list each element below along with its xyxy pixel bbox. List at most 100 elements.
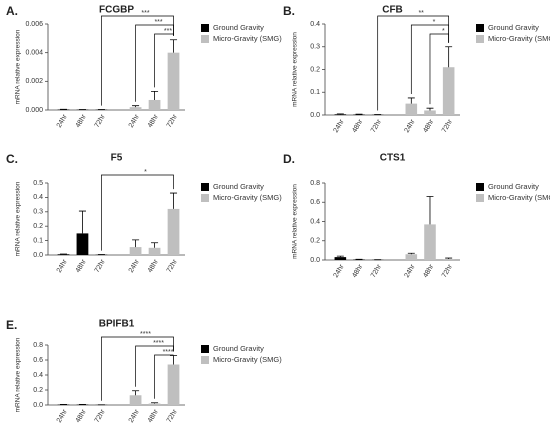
y-tick-label: 0.1 — [33, 237, 43, 244]
bar — [167, 208, 180, 255]
x-tick-label: 72hr — [94, 113, 107, 129]
legend-label: Ground Gravity — [488, 182, 539, 191]
legend-swatch — [476, 194, 484, 202]
bar — [129, 247, 142, 255]
chart-title: BPIFB1 — [99, 319, 135, 330]
y-tick-label: 0.0 — [310, 112, 320, 119]
y-tick-label: 0.6 — [33, 357, 43, 364]
y-tick-label: 0.5 — [33, 180, 43, 187]
legend-swatch — [201, 24, 209, 32]
error-bar — [169, 192, 178, 209]
y-tick-label: 0.4 — [33, 194, 43, 201]
x-tick-label: 48hr — [147, 258, 160, 274]
x-tick-label: 24hr — [404, 263, 417, 279]
significance-label: *** — [164, 28, 172, 35]
x-tick-label: 24hr — [128, 408, 141, 424]
chart-title: FCGBP — [99, 5, 134, 16]
legend-label: Micro-Gravity (SMG) — [213, 193, 282, 202]
legend-swatch — [201, 345, 209, 353]
y-tick-label: 0.2 — [310, 66, 320, 73]
legend-label: Micro-Gravity (SMG) — [213, 355, 282, 364]
significance-label: ** — [418, 10, 424, 17]
x-tick-label: 48hr — [147, 113, 160, 129]
y-axis-label: mRNA relative expression — [15, 181, 22, 256]
y-tick-label: 0.3 — [33, 209, 43, 216]
x-tick-label: 72hr — [370, 118, 383, 134]
y-tick-label: 0.000 — [25, 107, 43, 114]
bar — [167, 52, 180, 110]
significance-bracket — [154, 354, 174, 399]
bar — [405, 103, 418, 115]
panel-letter: C. — [6, 152, 18, 166]
y-tick-label: 0.6 — [310, 199, 320, 206]
x-tick-label: 24hr — [404, 118, 417, 134]
panel-letter: A. — [6, 4, 18, 18]
x-tick-label: 24hr — [333, 118, 346, 134]
legend-swatch — [201, 183, 209, 191]
chart-title: CTS1 — [380, 153, 406, 164]
legend-swatch — [201, 35, 209, 43]
y-axis-label: mRNA relative expression — [15, 337, 22, 412]
error-bar — [151, 402, 159, 404]
y-tick-label: 0.4 — [310, 218, 320, 225]
significance-bracket — [135, 345, 174, 387]
legend-label: Micro-Gravity (SMG) — [488, 34, 550, 43]
x-tick-label: 24hr — [128, 113, 141, 129]
y-tick-label: 0.1 — [310, 89, 320, 96]
y-tick-label: 0.4 — [33, 372, 43, 379]
y-tick-label: 0.0 — [33, 252, 43, 259]
legend-label: Ground Gravity — [213, 182, 264, 191]
bar — [442, 259, 455, 260]
x-tick-label: 72hr — [166, 113, 179, 129]
bar — [76, 233, 89, 255]
chart-title: CFB — [382, 5, 403, 16]
error-bar — [151, 242, 159, 248]
error-bar — [426, 107, 434, 111]
error-bar — [336, 255, 344, 258]
y-tick-label: 0.0 — [33, 402, 43, 409]
x-tick-label: 24hr — [56, 258, 69, 274]
significance-label: *** — [154, 19, 162, 26]
legend-swatch — [476, 35, 484, 43]
legend-label: Micro-Gravity (SMG) — [213, 34, 282, 43]
bar — [334, 114, 347, 115]
y-tick-label: 0.4 — [310, 21, 320, 28]
error-bar — [132, 239, 140, 248]
x-tick-label: 24hr — [333, 263, 346, 279]
panel-letter: D. — [283, 152, 295, 166]
panel-letter: B. — [283, 4, 295, 18]
y-tick-label: 0.004 — [25, 50, 43, 57]
x-tick-label: 72hr — [94, 258, 107, 274]
y-tick-label: 0.3 — [310, 44, 320, 51]
error-bar — [407, 97, 415, 104]
bar — [334, 257, 347, 260]
y-axis-label: mRNA relative expression — [292, 32, 299, 107]
bar — [129, 107, 142, 110]
x-tick-label: 48hr — [75, 113, 88, 129]
x-tick-label: 48hr — [422, 263, 435, 279]
error-bar — [445, 46, 453, 68]
significance-bracket — [101, 336, 174, 401]
error-bar — [445, 257, 453, 260]
significance-label: * — [144, 169, 147, 176]
x-tick-label: 48hr — [351, 118, 364, 134]
significance-label: *** — [141, 10, 149, 17]
bar — [424, 224, 436, 260]
x-tick-label: 72hr — [166, 408, 179, 424]
error-bar — [132, 390, 140, 396]
legend-label: Ground Gravity — [488, 23, 539, 32]
bar — [129, 395, 142, 405]
significance-bracket — [429, 33, 450, 105]
bar — [148, 403, 161, 405]
bar — [148, 247, 161, 255]
significance-label: **** — [153, 340, 164, 347]
y-tick-label: 0.2 — [33, 387, 43, 394]
significance-bracket — [101, 15, 174, 106]
x-tick-label: 48hr — [75, 408, 88, 424]
x-tick-label: 48hr — [351, 263, 364, 279]
significance-label: **** — [163, 349, 174, 356]
bar — [167, 364, 180, 405]
y-tick-label: 0.8 — [33, 342, 43, 349]
error-bar — [151, 90, 159, 100]
